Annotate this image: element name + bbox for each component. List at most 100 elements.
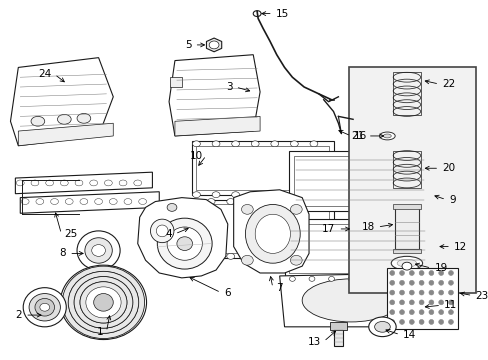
- Text: 9: 9: [448, 194, 455, 204]
- Text: 8: 8: [60, 248, 66, 258]
- Text: 13: 13: [307, 337, 320, 347]
- Polygon shape: [20, 192, 159, 213]
- Ellipse shape: [374, 321, 389, 332]
- Ellipse shape: [367, 276, 373, 281]
- Text: 3: 3: [225, 82, 232, 92]
- Ellipse shape: [36, 199, 43, 204]
- Text: 22: 22: [441, 79, 454, 89]
- Ellipse shape: [74, 276, 133, 328]
- Ellipse shape: [401, 262, 411, 270]
- Bar: [333, 325, 343, 346]
- Ellipse shape: [408, 319, 413, 324]
- Ellipse shape: [16, 180, 24, 186]
- Ellipse shape: [347, 276, 353, 281]
- Bar: [394, 207, 418, 248]
- Polygon shape: [233, 190, 308, 273]
- Ellipse shape: [447, 310, 452, 315]
- Ellipse shape: [389, 319, 394, 324]
- Ellipse shape: [290, 192, 298, 198]
- Ellipse shape: [290, 204, 302, 214]
- Bar: [392, 275, 420, 308]
- Ellipse shape: [265, 253, 273, 259]
- Text: 1: 1: [97, 327, 103, 337]
- Polygon shape: [138, 198, 227, 278]
- Ellipse shape: [396, 259, 416, 267]
- Ellipse shape: [408, 310, 413, 315]
- Ellipse shape: [399, 290, 404, 295]
- Ellipse shape: [438, 310, 443, 315]
- Ellipse shape: [187, 253, 195, 259]
- Ellipse shape: [61, 180, 68, 186]
- Ellipse shape: [46, 180, 54, 186]
- Ellipse shape: [35, 298, 55, 316]
- Ellipse shape: [438, 319, 443, 324]
- Ellipse shape: [389, 280, 394, 285]
- Ellipse shape: [305, 253, 312, 259]
- Ellipse shape: [308, 276, 314, 281]
- Bar: [284, 219, 435, 278]
- Ellipse shape: [251, 141, 259, 147]
- Ellipse shape: [31, 180, 39, 186]
- Ellipse shape: [447, 271, 452, 275]
- Ellipse shape: [379, 132, 394, 140]
- Ellipse shape: [246, 199, 254, 204]
- Ellipse shape: [74, 276, 133, 328]
- Text: 19: 19: [433, 263, 447, 273]
- Ellipse shape: [389, 310, 394, 315]
- Ellipse shape: [408, 280, 413, 285]
- Ellipse shape: [418, 310, 423, 315]
- Ellipse shape: [290, 141, 298, 147]
- Ellipse shape: [80, 282, 127, 323]
- Ellipse shape: [167, 203, 177, 211]
- Ellipse shape: [255, 214, 290, 253]
- Text: 11: 11: [443, 300, 456, 310]
- Ellipse shape: [428, 280, 433, 285]
- Ellipse shape: [447, 280, 452, 285]
- Text: 20: 20: [441, 163, 454, 173]
- Ellipse shape: [428, 271, 433, 275]
- Ellipse shape: [408, 271, 413, 275]
- Ellipse shape: [68, 271, 139, 333]
- Ellipse shape: [447, 290, 452, 295]
- Bar: [182, 199, 333, 258]
- Text: 16: 16: [353, 131, 366, 141]
- Ellipse shape: [399, 271, 404, 275]
- Ellipse shape: [447, 300, 452, 305]
- Polygon shape: [169, 55, 260, 136]
- Polygon shape: [15, 172, 152, 194]
- Ellipse shape: [85, 238, 112, 263]
- Ellipse shape: [75, 180, 83, 186]
- Ellipse shape: [246, 253, 254, 259]
- Ellipse shape: [305, 199, 312, 204]
- Bar: [392, 248, 420, 253]
- Ellipse shape: [447, 319, 452, 324]
- Ellipse shape: [389, 300, 394, 305]
- Text: 18: 18: [361, 222, 374, 232]
- Ellipse shape: [119, 180, 127, 186]
- Ellipse shape: [428, 319, 433, 324]
- Ellipse shape: [390, 256, 422, 270]
- Ellipse shape: [177, 237, 192, 251]
- Ellipse shape: [399, 300, 404, 305]
- Text: 21: 21: [351, 131, 364, 141]
- Text: 5: 5: [184, 40, 191, 50]
- Ellipse shape: [328, 276, 334, 281]
- Ellipse shape: [438, 290, 443, 295]
- Ellipse shape: [309, 192, 317, 198]
- Ellipse shape: [399, 310, 404, 315]
- Ellipse shape: [399, 319, 404, 324]
- Ellipse shape: [65, 199, 73, 204]
- Ellipse shape: [86, 287, 121, 318]
- Text: 24: 24: [38, 69, 52, 79]
- Ellipse shape: [23, 288, 66, 327]
- Ellipse shape: [418, 300, 423, 305]
- Bar: [386, 268, 457, 329]
- Bar: [329, 322, 346, 330]
- Ellipse shape: [92, 244, 105, 256]
- Ellipse shape: [207, 253, 215, 259]
- Ellipse shape: [270, 192, 278, 198]
- Bar: [392, 150, 420, 188]
- Ellipse shape: [157, 218, 212, 269]
- Ellipse shape: [231, 192, 239, 198]
- Ellipse shape: [134, 180, 142, 186]
